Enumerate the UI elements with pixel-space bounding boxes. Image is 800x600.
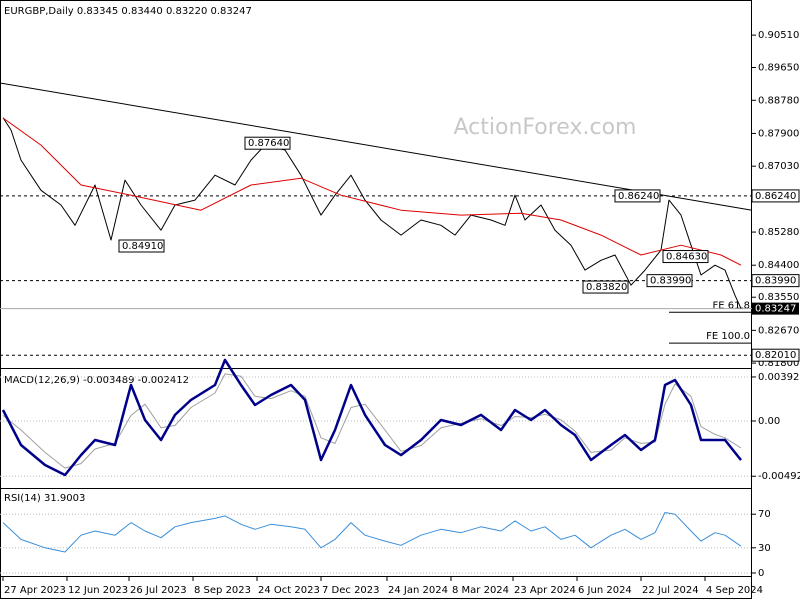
y-tick-label: 0.81800 <box>758 358 799 369</box>
y-tick-label: 0.84400 <box>758 260 799 271</box>
frame <box>0 0 752 599</box>
y-tick-label: 0.00 <box>758 416 780 427</box>
level-box <box>751 348 800 362</box>
y-tick-label: 70 <box>758 509 771 520</box>
x-tick-label: 26 Jul 2023 <box>130 585 187 596</box>
annotation-label: 0.84630 <box>666 252 707 263</box>
annotation-box <box>582 280 629 294</box>
level-label: 0.83990 <box>755 276 796 287</box>
y-tick-label: 0.85280 <box>758 227 799 238</box>
annotation-label: 0.83990 <box>650 276 691 287</box>
level-box <box>751 274 800 288</box>
x-tick-label: 7 Dec 2023 <box>322 585 380 596</box>
fe-label: FE 61.8 <box>712 300 750 311</box>
annotation-box <box>614 189 661 203</box>
x-tick-label: 6 Jun 2024 <box>578 585 632 596</box>
x-tick-label: 8 Sep 2023 <box>194 585 251 596</box>
annotation-box <box>244 136 291 150</box>
x-tick-label: 12 Jun 2023 <box>68 585 128 596</box>
watermark: ActionForex.com <box>454 115 637 140</box>
y-tick-label: 0.83550 <box>758 292 799 303</box>
annotation-box <box>646 274 693 288</box>
annotation-label: 0.83820 <box>586 282 627 293</box>
x-tick-label: 23 Apr 2024 <box>514 585 576 596</box>
y-tick-label: 0.87030 <box>758 161 799 172</box>
y-tick-label: 0.90510 <box>758 30 799 41</box>
x-tick-label: 4 Sep 2024 <box>706 585 763 596</box>
y-tick-label: 0.82670 <box>758 325 799 336</box>
series-line <box>0 82 753 211</box>
panel-title: RSI(14) 31.9003 <box>4 493 85 504</box>
last-price-label: 0.83247 <box>755 304 796 315</box>
y-tick-label: 30 <box>758 543 771 554</box>
y-tick-label: 0 <box>758 568 764 579</box>
level-box <box>751 189 800 203</box>
series-line <box>2 117 742 266</box>
series-line <box>2 512 742 553</box>
series-line <box>2 117 742 309</box>
level-label: 0.82010 <box>755 350 796 361</box>
x-tick-label: 8 Mar 2024 <box>452 585 509 596</box>
x-tick-label: 22 Jul 2024 <box>642 585 699 596</box>
panel-title: MACD(12,26,9) -0.003489 -0.002412 <box>4 375 189 386</box>
x-tick-label: 24 Jan 2024 <box>388 585 448 596</box>
y-tick-label: -0.004929 <box>758 471 800 482</box>
y-tick-label: 0.003928 <box>758 372 800 383</box>
y-tick-label: 0.89650 <box>758 63 799 74</box>
annotation-box <box>118 239 165 253</box>
series-line <box>1 358 742 477</box>
y-tick-label: 0.87900 <box>758 128 799 139</box>
x-tick-label: 24 Oct 2023 <box>258 585 320 596</box>
x-tick-label: 27 Apr 2023 <box>4 585 66 596</box>
fe-label: FE 100.0 <box>706 331 750 342</box>
last-price-box <box>752 302 799 315</box>
panel-title: EURGBP,Daily 0.83345 0.83440 0.83220 0.8… <box>4 6 252 17</box>
annotation-label: 0.87640 <box>248 138 289 149</box>
y-tick-label: 0.88780 <box>758 95 799 106</box>
annotation-box <box>662 250 709 264</box>
annotation-label: 0.86240 <box>618 191 659 202</box>
annotation-label: 0.84910 <box>122 241 163 252</box>
level-label: 0.86240 <box>755 191 796 202</box>
